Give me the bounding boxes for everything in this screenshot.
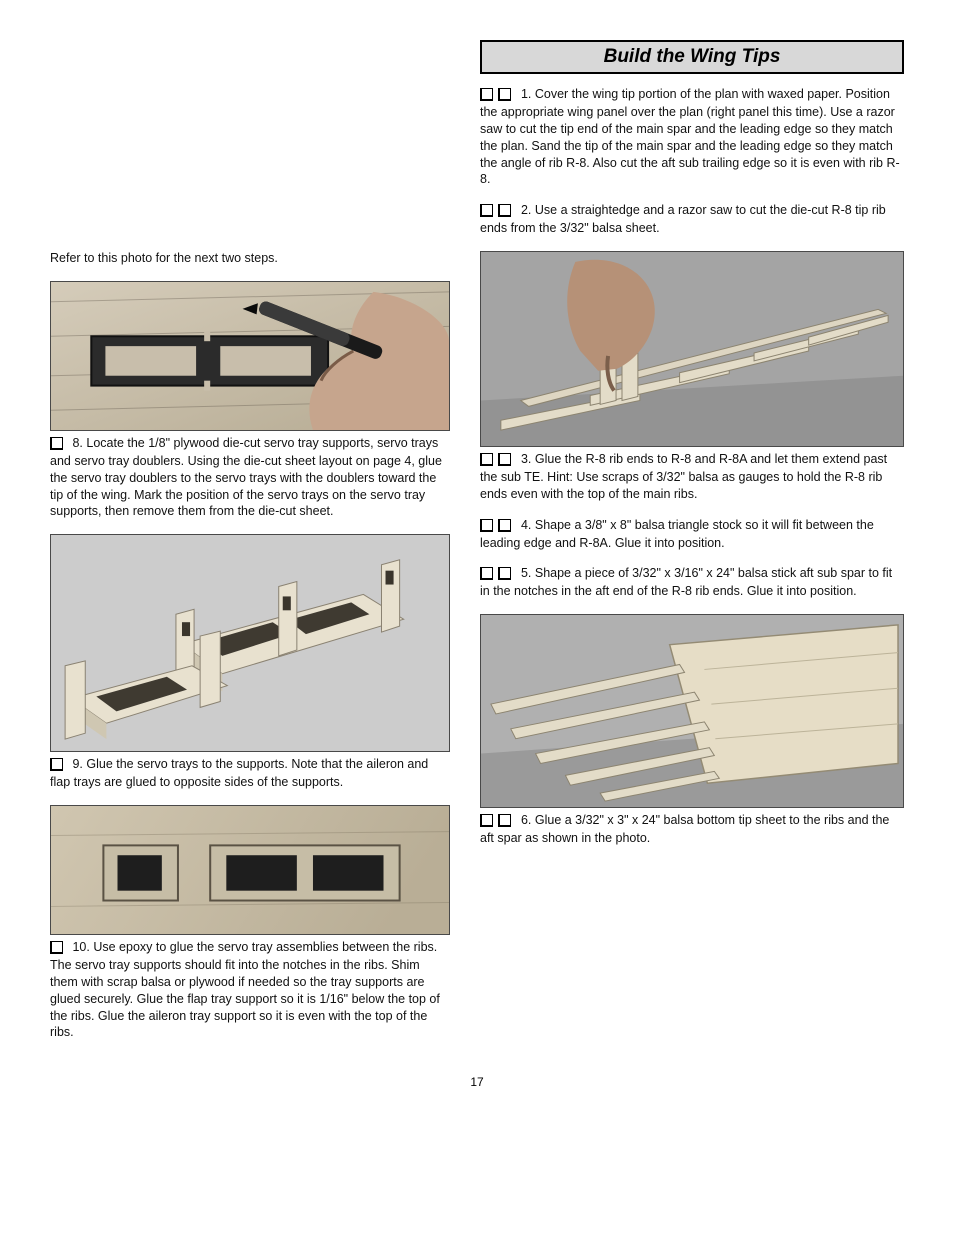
- checkbox-icon[interactable]: [480, 814, 493, 827]
- checkbox-group: [50, 435, 65, 453]
- checkbox-group: [480, 517, 513, 535]
- step-9: 9. Glue the servo trays to the supports.…: [50, 756, 450, 791]
- step-4-text: 4. Shape a 3/8" x 8" balsa triangle stoc…: [480, 518, 874, 550]
- checkbox-icon[interactable]: [50, 941, 63, 954]
- figure-servo-tray-assembly: [50, 534, 450, 752]
- figure-wing-tip-ribs: [480, 251, 904, 447]
- step-4: 4. Shape a 3/8" x 8" balsa triangle stoc…: [480, 517, 904, 552]
- checkbox-icon[interactable]: [498, 567, 511, 580]
- checkbox-group: [480, 451, 513, 469]
- step-8: 8. Locate the 1/8" plywood die-cut servo…: [50, 435, 450, 520]
- figure-servo-tray-mark: [50, 281, 450, 431]
- step-3: 3. Glue the R-8 rib ends to R-8 and R-8A…: [480, 451, 904, 503]
- checkbox-group: [480, 86, 513, 104]
- section-header-text: Build the Wing Tips: [604, 46, 781, 67]
- checkbox-group: [480, 565, 513, 583]
- checkbox-icon[interactable]: [498, 519, 511, 532]
- step-10-text: 10. Use epoxy to glue the servo tray ass…: [50, 940, 440, 1039]
- right-column: Build the Wing Tips 1. Cover the wing ti…: [480, 40, 904, 861]
- checkbox-icon[interactable]: [480, 88, 493, 101]
- checkbox-icon[interactable]: [480, 567, 493, 580]
- step-1-text: 1. Cover the wing tip portion of the pla…: [480, 87, 900, 186]
- checkbox-icon[interactable]: [498, 453, 511, 466]
- checkbox-icon[interactable]: [498, 204, 511, 217]
- intro-body: Refer to this photo for the next two ste…: [50, 251, 278, 265]
- two-column-layout: Refer to this photo for the next two ste…: [50, 40, 904, 1055]
- section-header: Build the Wing Tips: [480, 40, 904, 74]
- page-number: 17: [50, 1075, 904, 1089]
- step-3-text: 3. Glue the R-8 rib ends to R-8 and R-8A…: [480, 452, 887, 501]
- checkbox-group: [480, 202, 513, 220]
- checkbox-icon[interactable]: [480, 453, 493, 466]
- step-6-text: 6. Glue a 3/32" x 3" x 24" balsa bottom …: [480, 813, 889, 845]
- checkbox-group: [50, 756, 65, 774]
- intro-text: Refer to this photo for the next two ste…: [50, 250, 450, 267]
- checkbox-group: [480, 812, 513, 830]
- left-column: Refer to this photo for the next two ste…: [50, 40, 450, 1055]
- step-6: 6. Glue a 3/32" x 3" x 24" balsa bottom …: [480, 812, 904, 847]
- figure-bottom-tip-sheet: [480, 614, 904, 808]
- step-2: 2. Use a straightedge and a razor saw to…: [480, 202, 904, 237]
- step-10: 10. Use epoxy to glue the servo tray ass…: [50, 939, 450, 1041]
- page: Refer to this photo for the next two ste…: [0, 0, 954, 1119]
- checkbox-icon[interactable]: [480, 519, 493, 532]
- step-2-text: 2. Use a straightedge and a razor saw to…: [480, 203, 886, 235]
- step-5: 5. Shape a piece of 3/32" x 3/16" x 24" …: [480, 565, 904, 600]
- step-9-text: 9. Glue the servo trays to the supports.…: [50, 757, 428, 789]
- step-5-text: 5. Shape a piece of 3/32" x 3/16" x 24" …: [480, 566, 892, 598]
- checkbox-icon[interactable]: [498, 814, 511, 827]
- figure-servo-tray-installed: [50, 805, 450, 935]
- step-8-text: 8. Locate the 1/8" plywood die-cut servo…: [50, 436, 442, 519]
- checkbox-icon[interactable]: [50, 758, 63, 771]
- checkbox-group: [50, 939, 65, 957]
- checkbox-icon[interactable]: [50, 437, 63, 450]
- checkbox-icon[interactable]: [498, 88, 511, 101]
- step-1: 1. Cover the wing tip portion of the pla…: [480, 86, 904, 188]
- checkbox-icon[interactable]: [480, 204, 493, 217]
